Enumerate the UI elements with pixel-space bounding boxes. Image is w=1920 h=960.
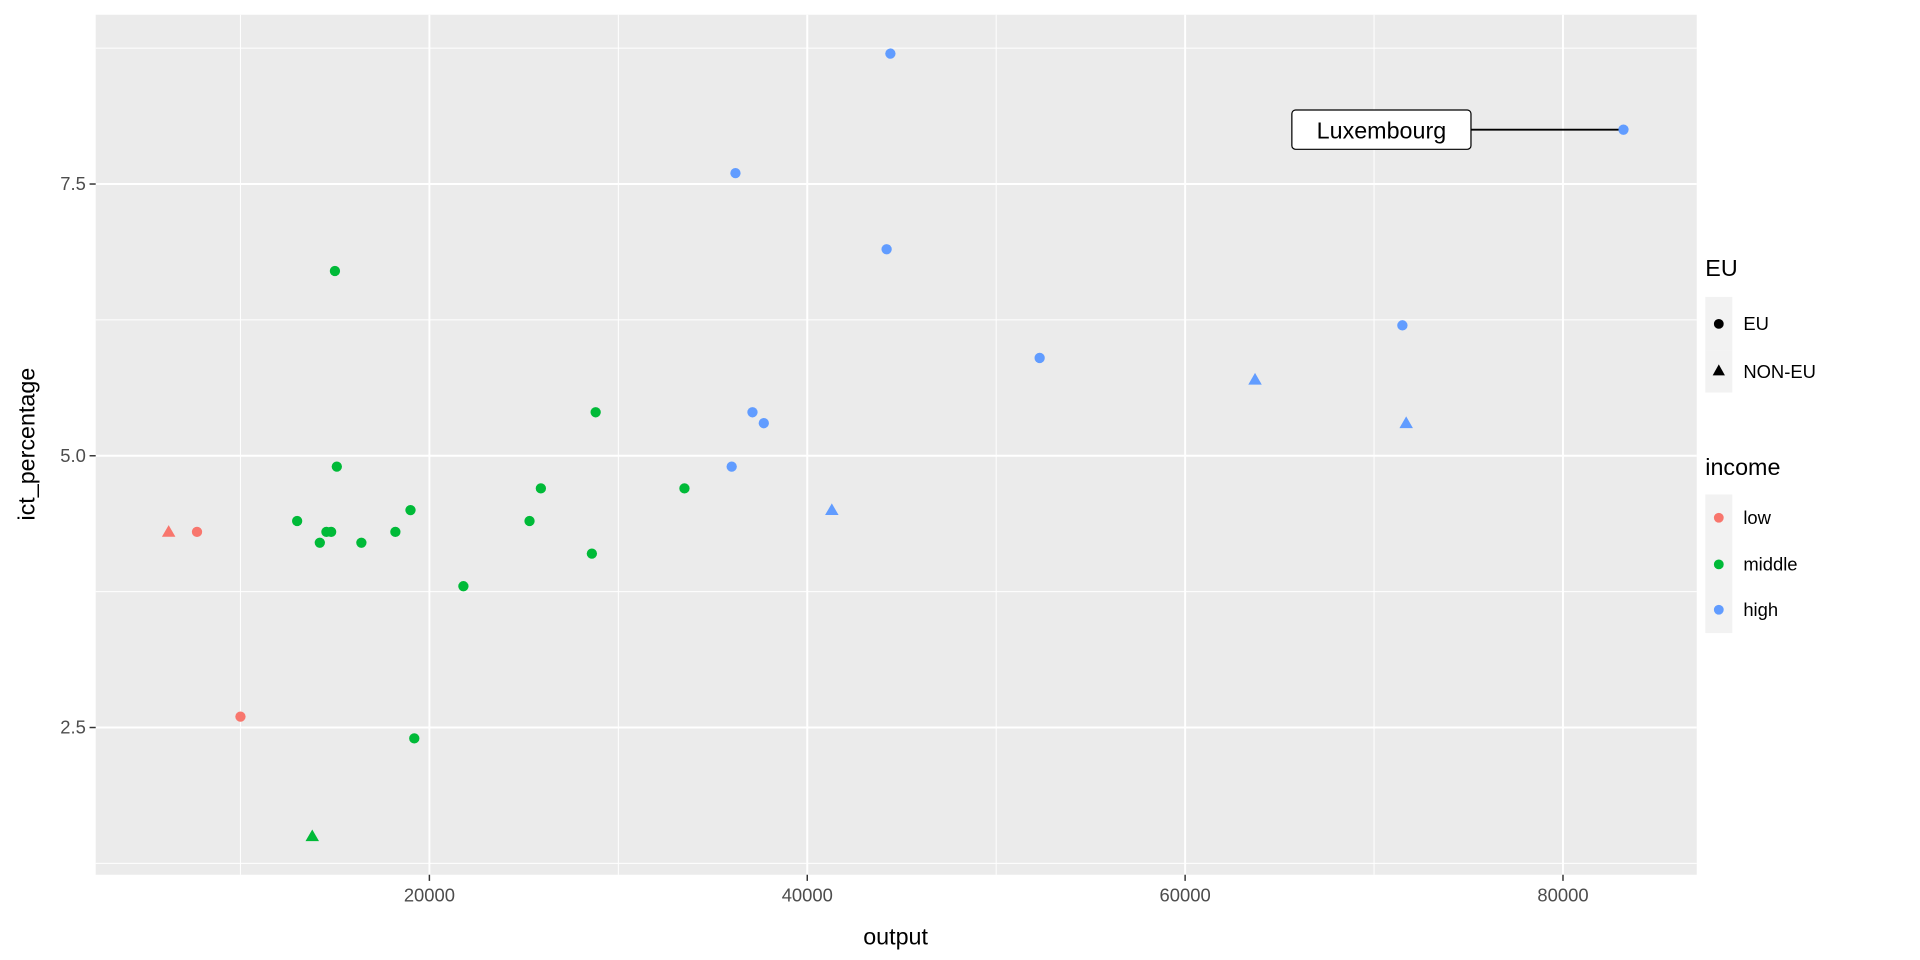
data-point: [356, 537, 367, 548]
data-point: [535, 483, 547, 494]
x-tick-label: 20000: [404, 885, 455, 906]
legend-income-title: income: [1705, 454, 1780, 480]
legend-label-high: high: [1743, 599, 1778, 620]
legend-label-non-eu: NON-EU: [1743, 361, 1816, 382]
data-point: [885, 48, 896, 59]
data-point: [191, 526, 203, 538]
data-point: [325, 526, 337, 538]
data-point: [161, 525, 176, 537]
y-tick-label: 5.0: [60, 445, 86, 466]
data-point: [758, 418, 769, 429]
legend-key-triangle: [1712, 364, 1725, 376]
legend-eu: EU EU NON-EU: [1705, 255, 1816, 393]
axis-ticks: 20000 40000 60000 80000 2.5 5.0 7.5: [60, 173, 1588, 906]
data-point: [305, 829, 320, 842]
legend-key-high: [1713, 604, 1724, 615]
data-point: [881, 244, 892, 255]
data-point: [1399, 416, 1413, 429]
data-points: [161, 48, 1629, 842]
legend-key-circle: [1713, 318, 1724, 329]
y-axis-title: ict_percentage: [13, 368, 39, 521]
data-point: [1248, 372, 1262, 385]
data-point: [1397, 320, 1408, 331]
legend-key-middle: [1713, 559, 1724, 570]
data-point: [586, 548, 598, 559]
data-point: [291, 515, 303, 527]
annotation-luxembourg: Luxembourg: [1291, 109, 1619, 150]
data-point: [409, 733, 420, 744]
annotation-label-box: [1291, 109, 1472, 150]
x-axis-title: output: [863, 924, 928, 950]
data-point: [235, 711, 246, 722]
legend-income: income low middle high: [1705, 454, 1798, 634]
data-point: [458, 581, 469, 592]
data-point: [679, 483, 690, 494]
x-tick-label: 40000: [782, 885, 833, 906]
data-point: [747, 407, 758, 418]
gridlines: [95, 14, 1697, 875]
x-tick-label: 60000: [1160, 885, 1211, 906]
data-point: [329, 265, 341, 277]
data-point: [314, 537, 325, 548]
annotation-label: Luxembourg: [1317, 117, 1447, 143]
y-tick-label: 7.5: [60, 173, 86, 194]
x-tick-label: 80000: [1537, 885, 1588, 906]
legend-label-middle: middle: [1743, 553, 1797, 574]
data-point: [730, 168, 741, 179]
data-point: [825, 503, 839, 516]
data-point: [1034, 352, 1045, 364]
plot-panel: [95, 14, 1697, 875]
legend-eu-title: EU: [1705, 255, 1737, 281]
data-point: [590, 407, 601, 418]
data-point: [331, 461, 342, 472]
legend-key-low: [1713, 512, 1724, 523]
data-point: [405, 504, 416, 516]
data-point: [524, 515, 535, 527]
y-tick-label: 2.5: [60, 717, 86, 738]
legend-label-low: low: [1743, 507, 1771, 528]
legend-label-eu: EU: [1743, 313, 1769, 334]
data-point: [390, 526, 401, 538]
data-point: [1618, 124, 1629, 135]
data-point: [726, 461, 737, 472]
